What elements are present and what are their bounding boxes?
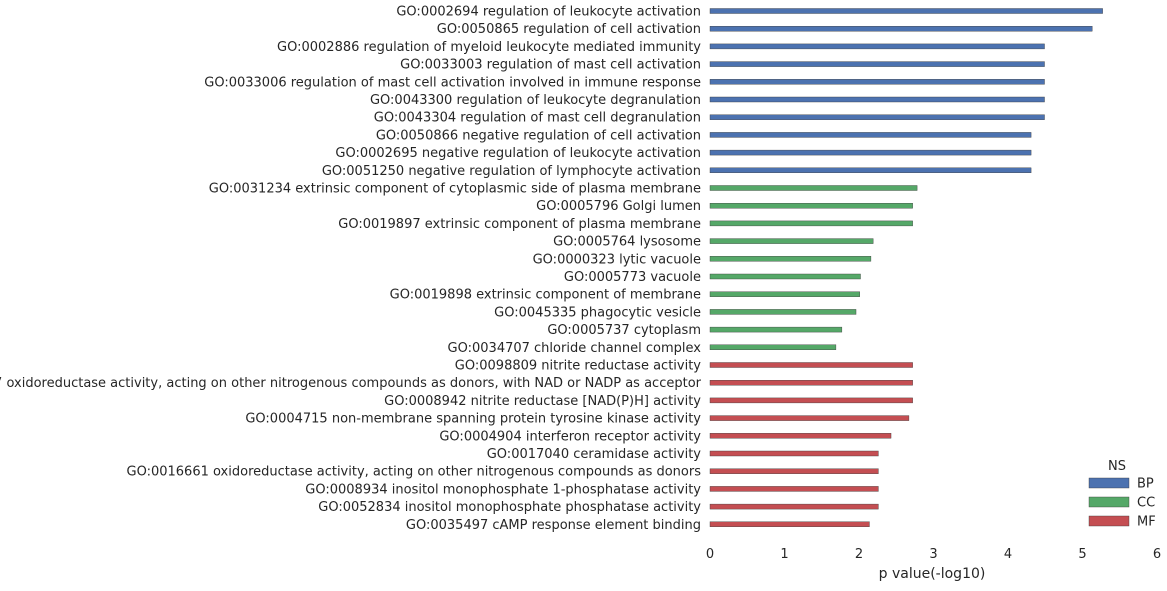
bar-2 xyxy=(709,26,1093,32)
category-label-14: GO:0005764 lysosome xyxy=(553,235,701,250)
bar-30 xyxy=(709,521,870,527)
bar-17 xyxy=(709,291,860,297)
bar-18 xyxy=(709,309,857,315)
category-label-30: GO:0035497 cAMP response element binding xyxy=(406,518,701,533)
bar-5 xyxy=(709,79,1045,85)
bar-8 xyxy=(709,132,1032,138)
legend-title: NS xyxy=(1108,459,1126,474)
category-label-15: GO:0000323 lytic vacuole xyxy=(533,252,701,267)
legend-label-bp: BP xyxy=(1137,477,1154,492)
category-label-18: GO:0045335 phagocytic vesicle xyxy=(494,305,701,320)
bar-9 xyxy=(709,149,1032,156)
category-label-29: GO:0052834 inositol monophosphate phosph… xyxy=(318,500,701,515)
bar-25 xyxy=(709,433,892,439)
bar-3 xyxy=(709,43,1045,50)
bar-28 xyxy=(709,486,879,492)
bar-15 xyxy=(709,256,872,262)
legend-label-mf: MF xyxy=(1137,515,1156,530)
category-label-3: GO:0002886 regulation of myeloid leukocy… xyxy=(277,40,701,55)
category-label-6: GO:0043300 regulation of leukocyte degra… xyxy=(370,93,701,108)
bar-26 xyxy=(709,450,879,457)
bar-1 xyxy=(709,8,1103,14)
x-tick-label-0: 0 xyxy=(706,547,714,562)
x-tick-label-5: 5 xyxy=(1078,547,1086,562)
bar-7 xyxy=(709,114,1045,120)
x-tick-label-4: 4 xyxy=(1004,547,1012,562)
legend-swatch-bp xyxy=(1088,477,1130,489)
bar-23 xyxy=(709,397,913,404)
bar-24 xyxy=(709,415,910,421)
category-label-9: GO:0002695 negative regulation of leukoc… xyxy=(335,146,701,161)
category-label-7: GO:0043304 regulation of mast cell degra… xyxy=(374,111,701,126)
category-labels-layer: GO:0002694 regulation of leukocyte activ… xyxy=(0,5,702,533)
bar-27 xyxy=(709,468,879,474)
category-label-22: GO:0046857 oxidoreductase activity, acti… xyxy=(0,376,702,391)
x-axis-label: p value(-log10) xyxy=(879,566,986,582)
legend-label-cc: CC xyxy=(1137,496,1155,511)
bar-21 xyxy=(709,362,913,368)
category-label-8: GO:0050866 negative regulation of cell a… xyxy=(376,128,701,143)
x-tick-label-3: 3 xyxy=(929,547,937,562)
bar-12 xyxy=(709,202,913,209)
x-tick-label-6: 6 xyxy=(1153,547,1161,562)
bar-29 xyxy=(709,503,879,510)
category-label-27: GO:0016661 oxidoreductase activity, acti… xyxy=(127,465,702,480)
bar-13 xyxy=(709,220,913,227)
category-label-28: GO:0008934 inositol monophosphate 1-phos… xyxy=(305,482,701,497)
category-label-13: GO:0019897 extrinsic component of plasma… xyxy=(338,217,701,232)
category-label-2: GO:0050865 regulation of cell activation xyxy=(437,22,701,37)
bar-14 xyxy=(709,238,874,244)
category-label-26: GO:0017040 ceramidase activity xyxy=(487,447,702,462)
category-label-5: GO:0033006 regulation of mast cell activ… xyxy=(204,75,701,90)
bar-6 xyxy=(709,96,1045,103)
bar-19 xyxy=(709,326,843,333)
bar-4 xyxy=(709,61,1045,67)
bars-layer xyxy=(709,8,1103,527)
category-label-12: GO:0005796 Golgi lumen xyxy=(536,199,701,214)
category-label-21: GO:0098809 nitrite reductase activity xyxy=(455,359,702,374)
bar-11 xyxy=(709,185,918,191)
category-label-25: GO:0004904 interferon receptor activity xyxy=(439,429,701,444)
category-label-10: GO:0051250 negative regulation of lympho… xyxy=(322,164,701,179)
bar-22 xyxy=(709,380,913,386)
category-label-16: GO:0005773 vacuole xyxy=(564,270,701,285)
category-label-23: GO:0008942 nitrite reductase [NAD(P)H] a… xyxy=(384,394,701,409)
legend: NS BP CC MF xyxy=(1088,459,1156,530)
category-label-11: GO:0031234 extrinsic component of cytopl… xyxy=(209,182,701,197)
legend-swatch-mf xyxy=(1088,515,1130,527)
x-tick-label-1: 1 xyxy=(780,547,788,562)
category-label-20: GO:0034707 chloride channel complex xyxy=(448,341,702,356)
bar-16 xyxy=(709,273,861,280)
x-tick-label-2: 2 xyxy=(855,547,863,562)
category-label-24: GO:0004715 non-membrane spanning protein… xyxy=(245,412,701,427)
category-label-17: GO:0019898 extrinsic component of membra… xyxy=(390,288,701,303)
category-label-19: GO:0005737 cytoplasm xyxy=(547,323,701,338)
legend-swatch-cc xyxy=(1088,496,1130,508)
bar-10 xyxy=(709,167,1032,174)
x-axis: 0 1 2 3 4 5 6 xyxy=(706,547,1161,562)
bar-20 xyxy=(709,344,837,350)
category-label-1: GO:0002694 regulation of leukocyte activ… xyxy=(396,5,701,20)
category-label-4: GO:0033003 regulation of mast cell activ… xyxy=(400,58,701,73)
